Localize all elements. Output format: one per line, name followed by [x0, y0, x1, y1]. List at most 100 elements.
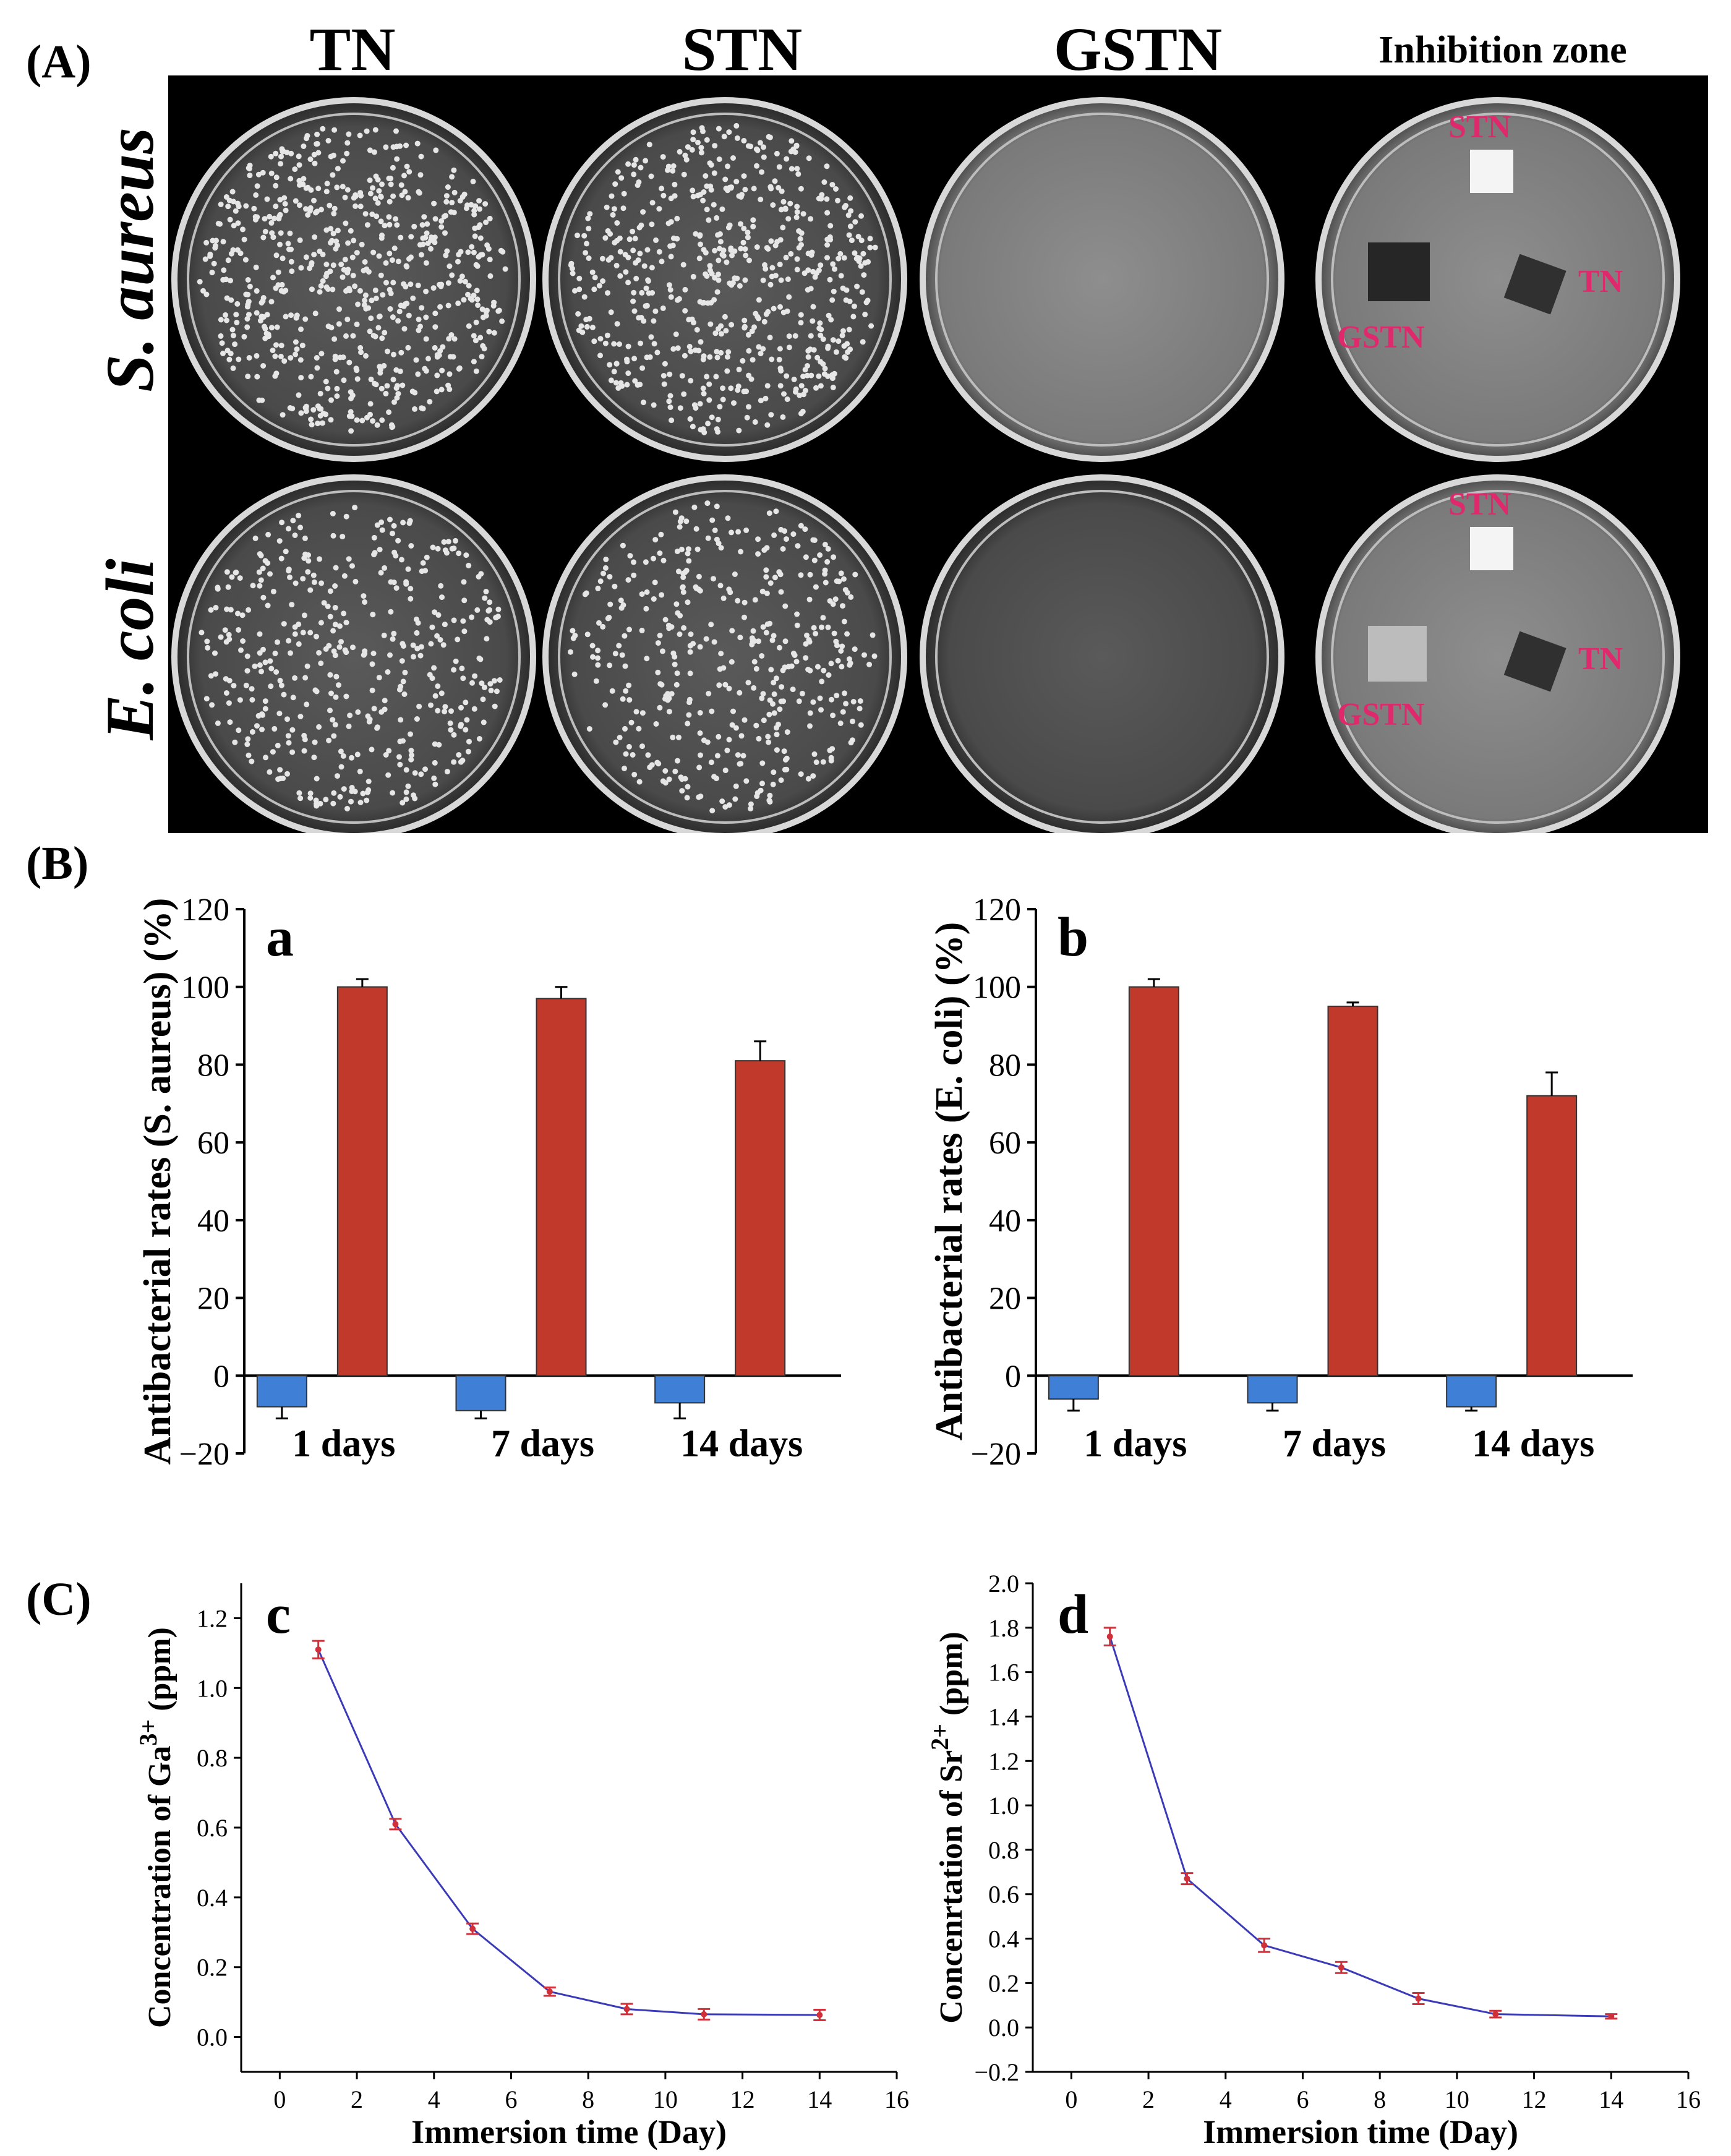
colony	[737, 283, 743, 289]
colony	[805, 348, 811, 354]
colony	[782, 528, 787, 534]
colony	[286, 638, 292, 644]
colony	[643, 559, 649, 565]
colony	[331, 127, 338, 133]
colony	[596, 620, 602, 626]
colony	[297, 524, 304, 531]
colony	[778, 277, 784, 283]
y-tick-label: 20	[989, 1281, 1021, 1317]
colony	[716, 257, 722, 263]
colony	[400, 800, 406, 806]
colony	[463, 727, 469, 733]
colony	[236, 356, 242, 362]
colony	[327, 202, 333, 208]
colony	[754, 163, 759, 169]
colony	[393, 367, 400, 373]
x-tick-label: 12	[1522, 2085, 1547, 2113]
petri-dish-rim	[187, 113, 521, 447]
colony	[786, 294, 792, 300]
colony	[223, 312, 228, 318]
colony	[602, 702, 609, 708]
colony	[472, 203, 479, 209]
colony	[670, 168, 676, 174]
colony	[808, 333, 814, 339]
colony	[479, 252, 485, 258]
colony	[697, 401, 703, 407]
colony	[360, 790, 366, 797]
colony	[314, 131, 320, 137]
colony	[619, 652, 625, 658]
colony	[697, 644, 703, 650]
colony	[693, 231, 699, 237]
colony	[373, 296, 379, 301]
panel-label-a: (A)	[26, 36, 92, 88]
colony	[220, 239, 226, 245]
colony	[800, 408, 806, 414]
y-axis-label-base: Concenrtation of Sr	[934, 1750, 969, 2024]
colony	[751, 186, 757, 192]
colony	[763, 567, 769, 573]
colony	[308, 416, 314, 422]
colony	[259, 669, 264, 675]
colony	[359, 417, 365, 424]
colony	[687, 649, 693, 655]
y-axis-label: Antibacterial rates (S. aureus) (%)	[137, 898, 179, 1465]
colony	[437, 304, 443, 310]
colony	[240, 638, 246, 644]
y-tick-label: 1.2	[988, 1747, 1019, 1775]
colony	[275, 639, 280, 645]
colony	[423, 314, 429, 320]
colony	[742, 246, 748, 252]
petri-dish	[920, 97, 1284, 462]
colony	[431, 200, 437, 207]
colony	[622, 252, 628, 258]
colony	[839, 664, 845, 670]
colony	[197, 279, 203, 284]
colony	[628, 719, 635, 725]
colony	[260, 565, 266, 571]
colony	[740, 239, 746, 246]
colony	[817, 320, 823, 326]
colony	[331, 790, 337, 796]
colony	[682, 353, 688, 359]
colony	[268, 153, 274, 160]
colony	[349, 785, 355, 790]
colony	[614, 321, 620, 327]
colony	[611, 341, 617, 347]
colony	[303, 403, 309, 409]
colony	[364, 222, 370, 228]
x-axis-label: Immersion time (Day)	[411, 2113, 727, 2150]
colony	[667, 393, 673, 399]
colony	[403, 789, 409, 795]
colony	[858, 263, 864, 269]
colony	[640, 209, 646, 215]
colony	[684, 795, 690, 801]
colony	[218, 317, 224, 323]
colony	[826, 672, 832, 678]
colony	[858, 722, 864, 728]
colony	[597, 578, 604, 584]
colony	[822, 571, 828, 577]
colony	[349, 563, 355, 569]
colony	[806, 596, 813, 602]
colony	[414, 716, 420, 722]
colony	[705, 535, 711, 541]
colony	[390, 377, 396, 383]
colony	[260, 712, 265, 718]
colony	[228, 297, 234, 303]
colony	[840, 576, 847, 582]
colony	[379, 335, 385, 341]
colony	[612, 181, 618, 187]
y-tick-label: 0.2	[197, 1954, 228, 1982]
colony	[432, 781, 438, 787]
colony	[781, 391, 787, 397]
colony	[314, 688, 320, 695]
colony	[742, 325, 748, 331]
colony	[700, 385, 706, 391]
colony	[343, 220, 349, 226]
colony	[620, 542, 626, 549]
colony	[771, 633, 777, 639]
sample-stn	[1470, 527, 1513, 570]
colony	[396, 309, 403, 315]
colony	[662, 768, 669, 774]
